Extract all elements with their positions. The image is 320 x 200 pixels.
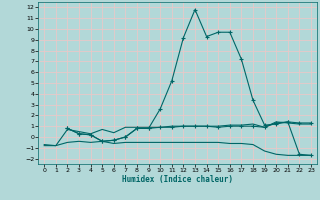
X-axis label: Humidex (Indice chaleur): Humidex (Indice chaleur) (122, 175, 233, 184)
